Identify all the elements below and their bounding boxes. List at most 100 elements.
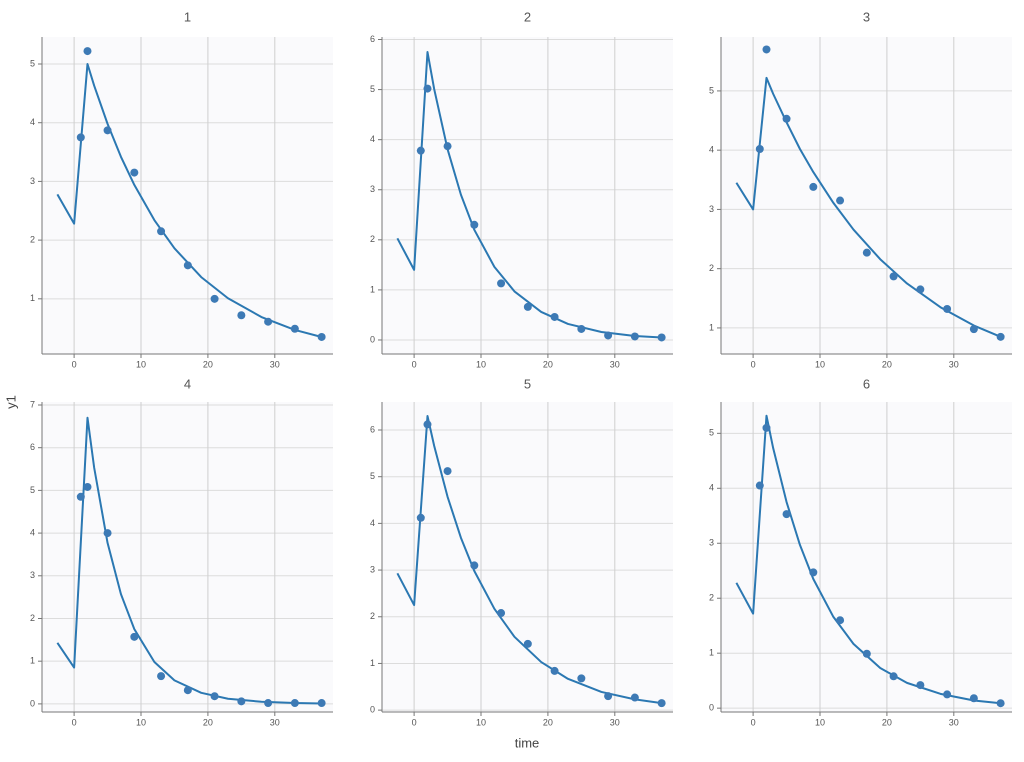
x-tick-label: 20 [543, 717, 553, 727]
data-point [423, 84, 432, 93]
y-tick-label: 4 [370, 518, 375, 528]
y-tick-label: 3 [30, 176, 35, 186]
x-axis-label: time [515, 735, 540, 750]
panel-title: 2 [524, 9, 531, 24]
y-tick-label: 1 [370, 658, 375, 668]
x-tick-label: 10 [815, 717, 825, 727]
y-tick-label: 1 [30, 293, 35, 303]
x-tick-label: 30 [949, 717, 959, 727]
y-tick-label: 4 [30, 117, 35, 127]
y-tick-label: 3 [709, 538, 714, 548]
y-tick-label: 0 [709, 703, 714, 713]
data-point [103, 126, 112, 135]
data-point [862, 248, 871, 257]
panel: 5 0 1 2 3 4 5 6 0 10 20 30 [370, 376, 673, 727]
data-point [630, 693, 639, 702]
y-tick-label: 2 [30, 234, 35, 244]
data-point [416, 513, 425, 522]
data-point [157, 227, 166, 236]
y-tick-label: 3 [370, 564, 375, 574]
plot-background [42, 402, 333, 712]
y-tick-label: 6 [370, 34, 375, 44]
data-point [996, 699, 1005, 708]
data-point [969, 694, 978, 703]
x-tick-label: 0 [72, 717, 77, 727]
plot-background [382, 402, 673, 712]
x-tick-label: 30 [270, 359, 280, 369]
y-tick-label: 6 [30, 442, 35, 452]
y-tick-label: 5 [30, 485, 35, 495]
data-point [755, 144, 764, 153]
data-point [416, 146, 425, 155]
x-tick-label: 10 [136, 359, 146, 369]
data-point [130, 632, 139, 641]
x-tick-label: 20 [882, 359, 892, 369]
plot-background [721, 37, 1012, 354]
data-point [809, 568, 818, 577]
data-point [317, 699, 326, 708]
x-tick-label: 20 [203, 717, 213, 727]
x-tick-label: 20 [882, 717, 892, 727]
data-point [523, 302, 532, 311]
data-point [577, 324, 586, 333]
y-tick-label: 0 [370, 334, 375, 344]
data-point [76, 492, 85, 501]
panel: 1 1 2 3 4 5 0 10 20 30 [30, 9, 333, 369]
data-point [809, 182, 818, 191]
data-point [943, 304, 952, 313]
x-tick-label: 30 [610, 359, 620, 369]
data-point [317, 332, 326, 341]
x-tick-label: 10 [815, 359, 825, 369]
y-tick-label: 5 [709, 85, 714, 95]
data-point [836, 616, 845, 625]
data-point [889, 272, 898, 281]
panel: 6 0 1 2 3 4 5 0 10 20 30 [709, 376, 1012, 727]
y-tick-label: 1 [709, 648, 714, 658]
data-point [83, 47, 92, 56]
y-tick-label: 3 [709, 204, 714, 214]
data-point [183, 686, 192, 695]
x-tick-label: 30 [610, 717, 620, 727]
y-tick-label: 2 [370, 611, 375, 621]
data-point [130, 168, 139, 177]
y-tick-label: 5 [370, 84, 375, 94]
data-point [969, 325, 978, 334]
data-point [550, 666, 559, 675]
y-tick-label: 2 [709, 593, 714, 603]
plot-background [721, 402, 1012, 712]
fit-line [56, 416, 322, 705]
data-point [443, 467, 452, 476]
panel: 3 1 2 3 4 5 0 10 20 30 [709, 9, 1012, 369]
data-point [604, 692, 613, 701]
data-point [210, 294, 219, 303]
y-tick-label: 1 [370, 284, 375, 294]
data-point [657, 333, 666, 342]
y-tick-label: 7 [30, 399, 35, 409]
x-tick-label: 20 [543, 359, 553, 369]
x-tick-label: 10 [136, 717, 146, 727]
data-point [604, 331, 613, 340]
y-tick-label: 4 [709, 483, 714, 493]
y-tick-label: 0 [30, 698, 35, 708]
data-point [943, 690, 952, 699]
data-point [916, 285, 925, 294]
y-tick-label: 3 [30, 570, 35, 580]
x-tick-label: 30 [949, 359, 959, 369]
data-point [550, 312, 559, 321]
data-point [755, 481, 764, 490]
y-tick-label: 5 [370, 471, 375, 481]
panel-title: 3 [863, 9, 870, 24]
y-tick-label: 4 [30, 527, 35, 537]
data-point [443, 142, 452, 151]
x-tick-label: 30 [270, 717, 280, 727]
x-tick-label: 0 [751, 717, 756, 727]
y-tick-label: 2 [709, 263, 714, 273]
data-point [762, 423, 771, 432]
y-tick-label: 4 [370, 134, 375, 144]
data-point [862, 649, 871, 658]
fit-line [735, 414, 1001, 705]
y-tick-label: 1 [709, 322, 714, 332]
data-point [762, 45, 771, 54]
data-point [83, 482, 92, 491]
